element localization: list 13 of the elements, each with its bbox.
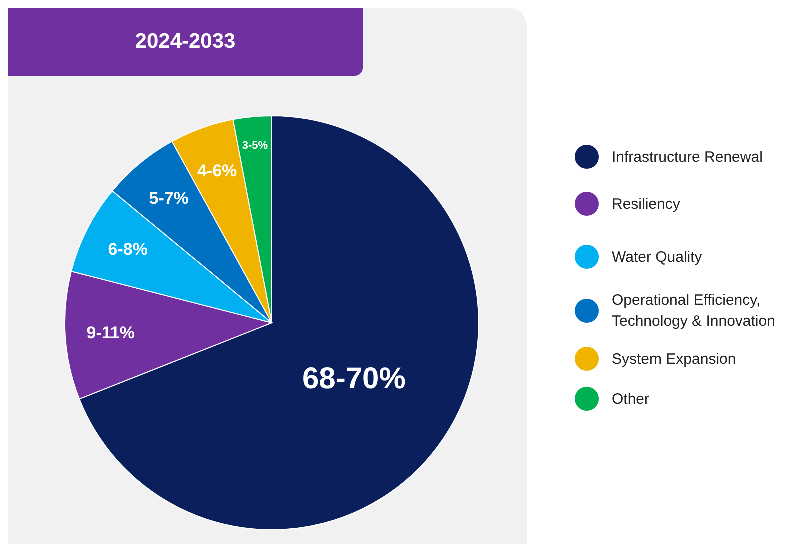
text: 4-6% bbox=[197, 162, 238, 181]
legend-label: Operational Efficiency, Technology & Innovation bbox=[612, 291, 776, 332]
text: 68-70% bbox=[302, 362, 406, 396]
legend-label: Infrastructure Renewal bbox=[612, 148, 764, 168]
chart-title: 2024-2033 bbox=[8, 8, 363, 76]
legend-label: Resiliency bbox=[612, 194, 682, 214]
text: 3-5% bbox=[242, 140, 268, 152]
text: 9-11% bbox=[86, 324, 135, 343]
text: 6-8% bbox=[108, 240, 148, 260]
legend-label: System Expansion bbox=[612, 350, 738, 370]
legend-label: Other bbox=[612, 390, 651, 410]
text: 5-7% bbox=[149, 189, 189, 208]
legend-label: Water Quality bbox=[612, 248, 704, 268]
